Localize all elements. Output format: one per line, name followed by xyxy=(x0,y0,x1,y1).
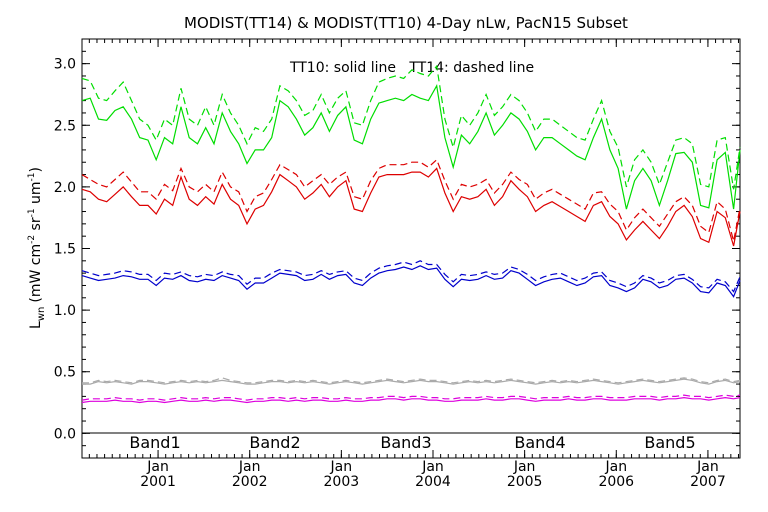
band1-dashed-line xyxy=(81,64,741,190)
x-tick-month: Jan xyxy=(604,459,627,475)
y-tick-label: 2.5 xyxy=(54,118,76,134)
y-label-mid2: um xyxy=(28,181,44,208)
x-tick-year: 2001 xyxy=(140,474,176,490)
band3-dashed-line xyxy=(81,260,741,293)
y-label-units: (mW cm xyxy=(28,244,44,303)
x-tick-month: Jan xyxy=(330,459,353,475)
x-tick-year: 2003 xyxy=(324,474,360,490)
x-tick-year: 2006 xyxy=(598,474,634,490)
band4-solid-line xyxy=(82,378,741,385)
y-tick-label: 0.0 xyxy=(54,426,76,442)
x-tick-year: 2005 xyxy=(507,474,543,490)
legend-band1: Band1 xyxy=(129,433,180,452)
x-tick-year: 2002 xyxy=(232,474,268,490)
legend-band3: Band3 xyxy=(380,433,431,452)
legend-band5: Band5 xyxy=(644,433,695,452)
y-label-close: ) xyxy=(28,167,44,172)
y-label-exp2: -1 xyxy=(27,208,37,217)
y-label-sub: wn xyxy=(36,307,47,322)
y-tick-label: 0.5 xyxy=(54,365,76,381)
x-axis: Jan2001Jan2002Jan2003Jan2004Jan2005Jan20… xyxy=(88,39,739,490)
y-axis-label: Lwn(mW cm-2 sr-1 um-1) xyxy=(27,167,47,329)
y-tick-label: 2.0 xyxy=(54,180,76,196)
legend-band4: Band4 xyxy=(514,433,565,452)
x-tick-month: Jan xyxy=(513,459,536,475)
y-tick-label: 1.5 xyxy=(54,242,76,258)
band2-solid-line xyxy=(81,167,741,247)
legend: Band1 Band2 Band3 Band4 Band5 xyxy=(129,433,695,452)
band3-solid-line xyxy=(81,265,741,298)
y-tick-label: 1.0 xyxy=(54,303,76,319)
y-label-exp1: -2 xyxy=(27,235,37,244)
x-tick-month: Jan xyxy=(421,459,444,475)
y-tick-label: 3.0 xyxy=(54,57,76,73)
y-axis: 0.0 0.5 1.0 1.5 2.0 2.5 3.0 xyxy=(54,50,740,447)
y-label-mid: sr xyxy=(28,217,44,235)
line-style-annotation: TT10: solid line TT14: dashed line xyxy=(289,60,534,76)
y-label-main: L xyxy=(28,321,44,329)
band5-dashed-line xyxy=(81,394,741,401)
band5-solid-line xyxy=(81,396,741,404)
x-tick-month: Jan xyxy=(696,459,719,475)
y-label-exp3: -1 xyxy=(27,172,37,181)
chart-title: MODIST(TT14) & MODIST(TT10) 4-Day nLw, P… xyxy=(184,14,628,32)
legend-band2: Band2 xyxy=(249,433,300,452)
x-tick-year: 2007 xyxy=(690,474,726,490)
x-tick-month: Jan xyxy=(146,459,169,475)
band1-solid-line xyxy=(81,83,741,210)
x-tick-month: Jan xyxy=(238,459,261,475)
series-lines xyxy=(81,64,741,404)
band2-dashed-line xyxy=(81,158,741,242)
band4-dashed-line xyxy=(82,377,741,384)
plot-frame xyxy=(81,38,741,459)
x-tick-year: 2004 xyxy=(415,474,451,490)
